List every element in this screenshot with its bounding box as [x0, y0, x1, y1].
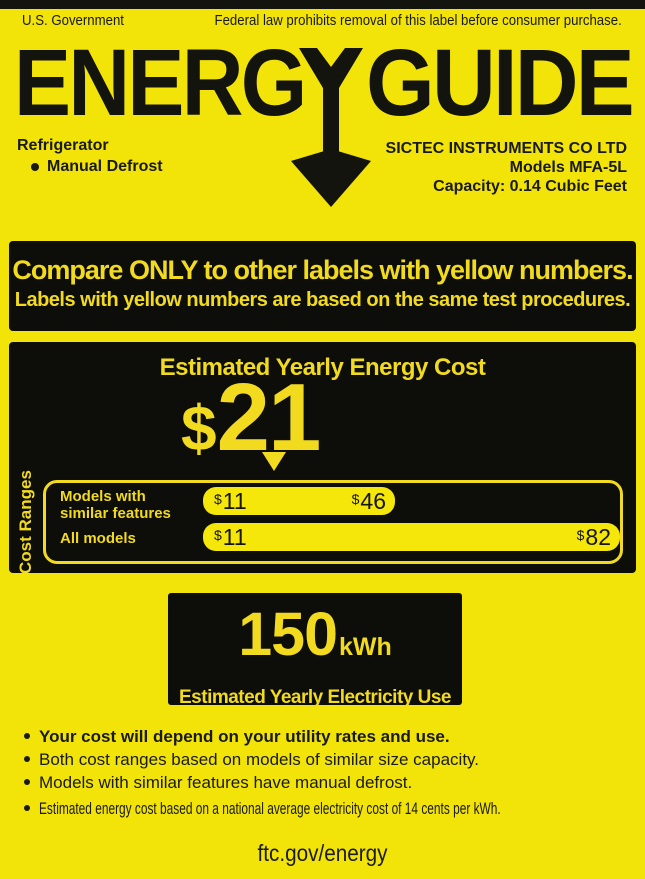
dollar-sign: $ — [214, 526, 222, 543]
product-type: Refrigerator — [17, 137, 109, 154]
ftc-url: ftc.gov/energy — [257, 840, 388, 866]
electricity-use-value: 150kWh — [168, 603, 462, 682]
top-border-strip — [0, 0, 645, 9]
dollar-sign: $ — [576, 526, 585, 543]
kwh-unit: kWh — [339, 633, 392, 661]
federal-law-notice: Federal law prohibits removal of this la… — [214, 12, 622, 29]
electricity-use-caption: Estimated Yearly Electricity Use — [179, 687, 451, 708]
range-min-number: 11 — [222, 487, 247, 514]
logo-text-energ: ENERG — [14, 30, 307, 136]
estimated-cost-value: $21 — [181, 368, 321, 496]
footnote-item: Estimated energy cost based on a nationa… — [24, 798, 634, 819]
dollar-sign: $ — [351, 490, 360, 507]
footnote-item: Your cost will depend on your utility ra… — [24, 726, 634, 747]
cost-ranges-box: Models with similar features $11 $46 All… — [43, 480, 623, 564]
range-label-all: All models — [60, 530, 136, 547]
capacity-text: Capacity: 0.14 Cubic Feet — [433, 178, 627, 195]
manufacturer-name: SICTEC INSTRUMENTS CO LTD — [385, 140, 627, 157]
range-min-value: $11 — [214, 488, 247, 515]
range-bar-all: $11 $82 — [203, 523, 620, 551]
bullet-dot-icon — [24, 779, 30, 785]
compare-notice-box: Compare ONLY to other labels with yellow… — [9, 241, 636, 331]
product-feature-row: Manual Defrost — [31, 158, 163, 176]
range-label-line: similar features — [60, 505, 171, 522]
footnote-text: Both cost ranges based on models of simi… — [39, 750, 480, 769]
bullet-dot-icon — [24, 733, 30, 739]
range-max-number: 46 — [360, 487, 386, 514]
dollar-sign: $ — [181, 392, 217, 464]
cost-heading: Estimated Yearly Energy Cost — [159, 354, 486, 381]
footnote-item: Models with similar features have manual… — [24, 772, 634, 793]
footnotes-list: Your cost will depend on your utility ra… — [24, 726, 634, 821]
compare-subline: Labels with yellow numbers are based on … — [14, 289, 631, 311]
cost-amount: 21 — [216, 364, 322, 471]
bullet-dot-icon — [24, 756, 30, 762]
cost-ranges-title: Cost Ranges — [16, 470, 35, 574]
electricity-use-box: 150kWh Estimated Yearly Electricity Use — [168, 593, 462, 708]
manufacturer-info: SICTEC INSTRUMENTS CO LTD Models MFA-5L … — [386, 139, 627, 196]
cost-marker-triangle-icon — [262, 452, 286, 471]
bullet-dot-icon — [31, 163, 39, 171]
bullet-dot-icon — [24, 805, 30, 811]
range-label-line: All models — [60, 530, 136, 547]
footnote-text: Your cost will depend on your utility ra… — [39, 727, 450, 746]
range-min-value: $11 — [214, 524, 247, 551]
footnote-text: Estimated energy cost based on a nationa… — [39, 799, 501, 818]
us-government-text: U.S. Government — [22, 12, 124, 29]
model-number: Models MFA-5L — [509, 159, 627, 176]
range-max-value: $46 — [352, 488, 386, 515]
compare-headline: Compare ONLY to other labels with yellow… — [12, 255, 633, 285]
dollar-sign: $ — [214, 490, 222, 507]
range-max-number: 82 — [585, 523, 611, 550]
logo-text-guide: GUIDE — [366, 30, 635, 136]
energy-cost-box: Estimated Yearly Energy Cost $21 Cost Ra… — [9, 342, 636, 574]
footnote-item: Both cost ranges based on models of simi… — [24, 749, 634, 770]
footnote-text: Models with similar features have manual… — [39, 773, 413, 792]
y-down-arrow-icon — [291, 48, 371, 207]
product-feature: Manual Defrost — [47, 158, 163, 175]
range-max-value: $82 — [577, 524, 611, 551]
range-label-line: Models with — [60, 488, 146, 505]
range-bar-similar: $11 $46 — [203, 487, 395, 515]
range-min-number: 11 — [222, 523, 247, 550]
range-label-similar: Models with similar features — [60, 488, 171, 522]
kwh-number: 150 — [238, 600, 338, 668]
